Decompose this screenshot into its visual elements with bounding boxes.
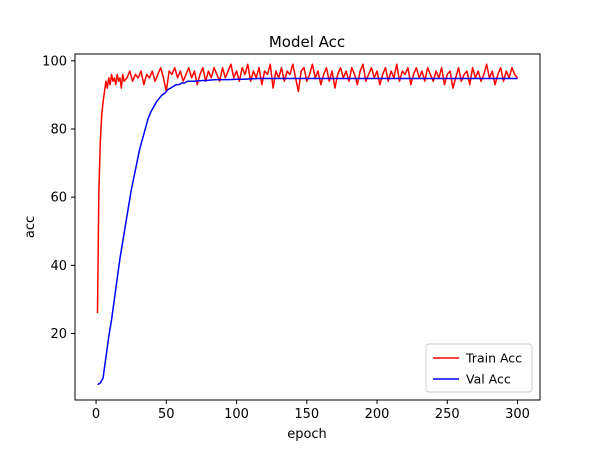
legend-label: Train Acc bbox=[465, 351, 522, 366]
y-tick-label: 20 bbox=[50, 327, 67, 342]
x-tick-label: 0 bbox=[92, 407, 100, 422]
x-tick-label: 200 bbox=[365, 407, 390, 422]
legend-label: Val Acc bbox=[466, 372, 511, 387]
y-tick-label: 40 bbox=[50, 259, 67, 274]
x-tick-label: 300 bbox=[505, 407, 530, 422]
x-axis-label: epoch bbox=[287, 427, 327, 442]
x-tick-label: 50 bbox=[158, 407, 175, 422]
x-tick-label: 150 bbox=[294, 407, 319, 422]
x-axis: 0 50 100 150 200 250 300 bbox=[92, 400, 530, 422]
legend-box bbox=[425, 343, 533, 393]
plot-area bbox=[74, 53, 541, 401]
y-axis-label: acc bbox=[23, 216, 38, 238]
legend: Train Acc Val Acc bbox=[425, 343, 533, 393]
x-tick-label: 250 bbox=[435, 407, 460, 422]
y-tick-label: 100 bbox=[42, 54, 67, 69]
y-axis: 20 40 60 80 100 bbox=[42, 54, 75, 342]
plot-frame bbox=[74, 53, 541, 401]
series-line-train-acc bbox=[96, 63, 519, 314]
y-tick-label: 80 bbox=[50, 122, 67, 137]
y-tick-label: 60 bbox=[50, 191, 67, 206]
x-tick-label: 100 bbox=[224, 407, 249, 422]
series-line-val-acc bbox=[97, 77, 518, 386]
chart-title: Model Acc bbox=[269, 33, 345, 51]
